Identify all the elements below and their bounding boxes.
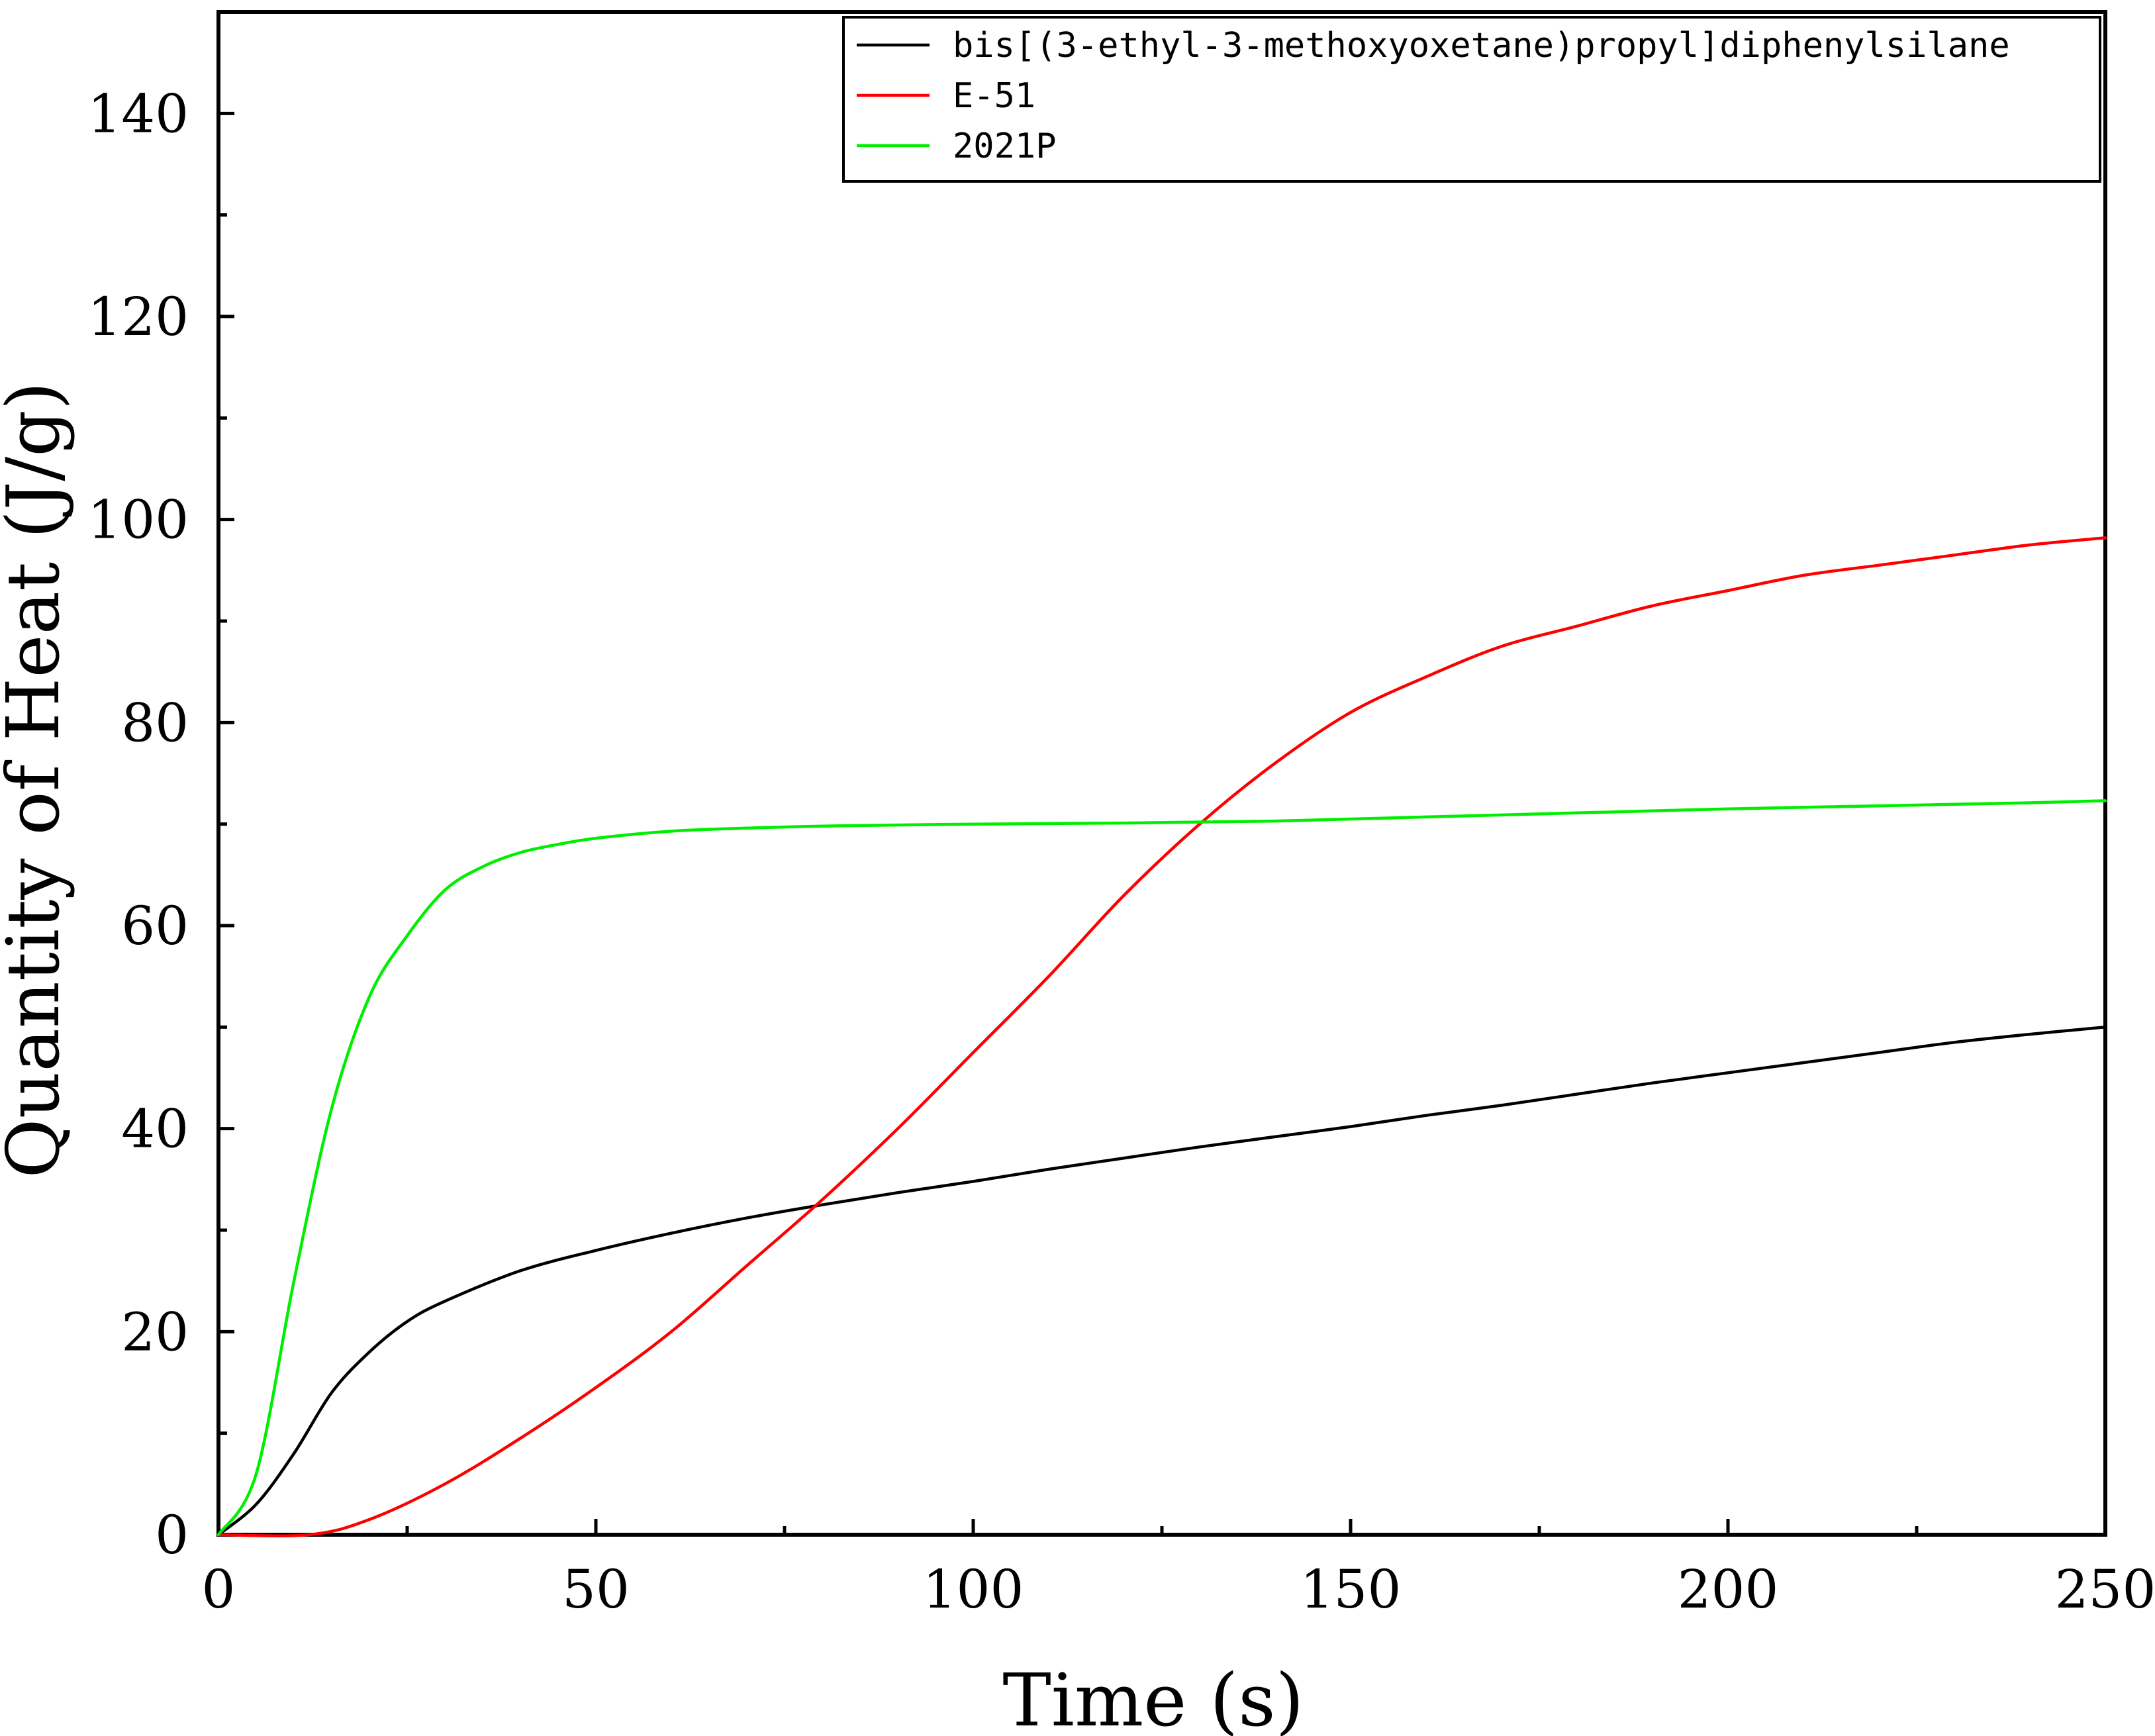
x-tick-label: 250 [2055, 1559, 2155, 1620]
series-line-3 [216, 799, 2107, 1537]
plot-frame [216, 10, 2107, 1537]
legend-label-2: E-51 [953, 76, 1035, 116]
y-tick-label: 20 [121, 1301, 189, 1363]
legend: bis[(3-ethyl-3-methoxyoxetane)propyl]dip… [842, 16, 2101, 183]
series-line-1 [216, 1026, 2107, 1537]
y-axis-title: Quantity of Heat (J/g) [0, 381, 75, 1178]
y-tick-label: 80 [121, 692, 189, 753]
legend-box [842, 16, 2101, 183]
x-tick-label: 100 [923, 1559, 1024, 1620]
y-tick-label: 0 [155, 1504, 189, 1566]
x-tick-label: 150 [1300, 1559, 1402, 1620]
y-tick-label: 140 [87, 83, 189, 144]
x-tick-label: 200 [1678, 1559, 1779, 1620]
axes [216, 10, 2107, 1537]
series-line-2 [216, 536, 2107, 1537]
y-tick-label: 120 [87, 286, 189, 348]
legend-label-1: bis[(3-ethyl-3-methoxyoxetane)propyl]dip… [953, 26, 2010, 66]
x-tick-label: 50 [562, 1559, 630, 1620]
y-tick-label: 100 [87, 489, 189, 551]
y-tick-label: 60 [121, 895, 189, 957]
legend-label-3: 2021P [953, 126, 1057, 166]
x-axis-title: Time (s) [1002, 1658, 1304, 1736]
series-lines [216, 536, 2107, 1537]
y-tick-label: 40 [121, 1098, 189, 1160]
axis-ticks: 0 50 100 150 200 250 0 20 40 60 80 100 120 140 [87, 83, 2155, 1620]
x-tick-label: 0 [202, 1559, 236, 1620]
